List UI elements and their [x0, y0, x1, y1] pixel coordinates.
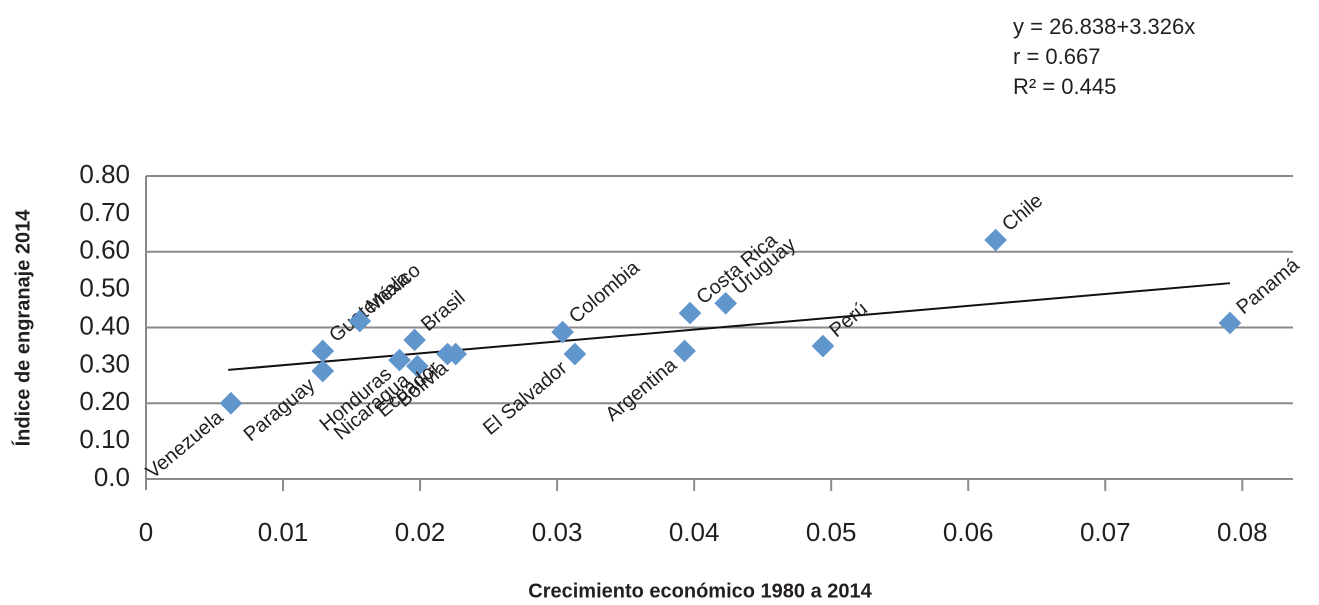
- point: [563, 342, 587, 366]
- x-tick-label: 0: [139, 517, 153, 547]
- y-tick-label: 0.10: [79, 424, 130, 454]
- x-tick-label: 0.06: [943, 517, 994, 547]
- x-tick-label: 0.08: [1217, 517, 1268, 547]
- x-axis-title: Crecimiento económico 1980 a 2014: [528, 580, 872, 602]
- r-squared: R² = 0.445: [1013, 74, 1116, 99]
- point-label: México: [362, 259, 425, 317]
- y-tick-label: 0.20: [79, 386, 130, 416]
- point: [311, 359, 335, 383]
- y-tick-label: 0.60: [79, 235, 130, 265]
- y-tick-label: 0.0: [94, 462, 130, 492]
- x-tick-label: 0.04: [669, 517, 720, 547]
- r-value: r = 0.667: [1013, 44, 1100, 69]
- point: [811, 334, 835, 358]
- y-tick-label: 0.70: [79, 197, 130, 227]
- point-label: Brasil: [417, 287, 469, 336]
- y-tick-label: 0.30: [79, 348, 130, 378]
- x-tick-label: 0.07: [1080, 517, 1131, 547]
- point: [678, 301, 702, 325]
- y-tick-label: 0.50: [79, 273, 130, 303]
- y-axis-title: Índice de engranaje 2014: [11, 209, 34, 447]
- y-tick-label: 0.80: [79, 159, 130, 189]
- point-label: Colombia: [565, 256, 645, 328]
- point-label: Paraguay: [240, 374, 320, 446]
- equation: y = 26.838+3.326x: [1013, 14, 1195, 39]
- x-tick-label: 0.01: [258, 517, 309, 547]
- point: [1218, 311, 1242, 335]
- point: [714, 291, 737, 315]
- y-tick-label: 0.40: [79, 310, 130, 340]
- point: [551, 320, 574, 344]
- point: [388, 348, 411, 372]
- point: [673, 339, 696, 363]
- point-label: El Salvador: [479, 357, 572, 440]
- x-tick-label: 0.05: [806, 517, 857, 547]
- point-label: Venezuela: [142, 406, 228, 483]
- point: [219, 391, 243, 415]
- point-label: Argentina: [601, 353, 681, 425]
- point: [311, 339, 335, 363]
- point: [984, 228, 1007, 252]
- x-tick-label: 0.02: [395, 517, 446, 547]
- point: [444, 342, 468, 366]
- point-label: Chile: [998, 190, 1047, 236]
- point-label: Panamá: [1232, 254, 1304, 319]
- point-label: Perú: [825, 298, 872, 342]
- x-tick-label: 0.03: [532, 517, 583, 547]
- point: [348, 309, 372, 333]
- point: [403, 328, 426, 352]
- point: [406, 354, 429, 378]
